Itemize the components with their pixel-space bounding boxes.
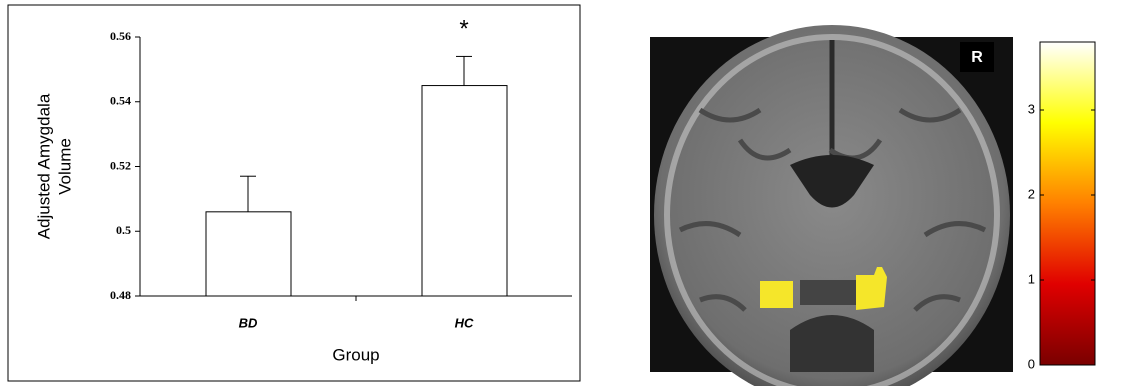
bar [422, 86, 507, 296]
x-tick-label: HC [455, 315, 474, 330]
y-tick-label: 0.54 [110, 94, 131, 108]
brain-image [650, 25, 1013, 386]
y-tick-label: 0.5 [116, 223, 131, 237]
orientation-label: R [971, 49, 983, 66]
y-tick-label: 0.52 [110, 158, 131, 172]
page: R 0.48 0.5 0.52 0.54 0.56 BD HC * Group Adjusted … [0, 0, 1124, 391]
y-tick-label: 0.48 [110, 288, 131, 302]
y-axis-title: Volume [55, 138, 74, 195]
y-axis-title: Adjusted Amygdala [34, 93, 53, 239]
figure: R 0.48 0.5 0.52 0.54 0.56 BD HC * Group Adjusted … [0, 0, 1124, 386]
colorbar-tick-label: 3 [1028, 101, 1035, 116]
x-axis-title: Group [332, 345, 379, 364]
colorbar [1040, 42, 1095, 365]
bar [206, 212, 291, 296]
colorbar-tick-label: 1 [1028, 271, 1035, 286]
x-tick-label: BD [239, 315, 258, 330]
significance-marker: * [459, 15, 468, 42]
y-tick-label: 0.56 [110, 29, 131, 43]
colorbar-tick-label: 2 [1028, 186, 1035, 201]
colorbar-tick-label: 0 [1028, 356, 1035, 371]
